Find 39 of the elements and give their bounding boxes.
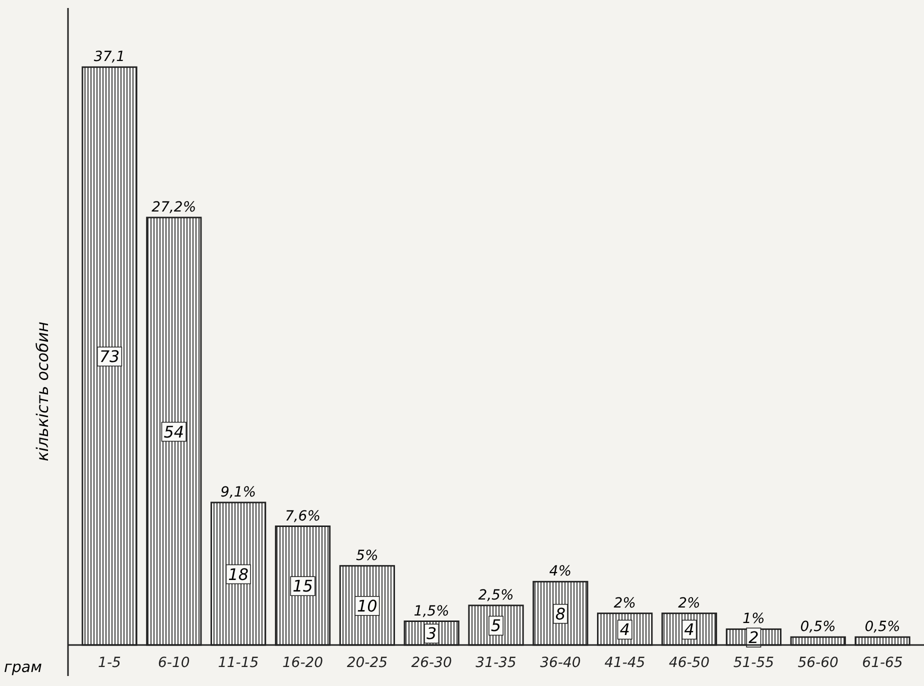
x-tick-label: 31-35 bbox=[476, 654, 516, 671]
x-tick-label: 46-50 bbox=[668, 654, 710, 671]
data-label: 5 bbox=[490, 616, 502, 636]
data-label: 73 bbox=[99, 347, 120, 366]
annotation: 2,5% bbox=[478, 587, 514, 604]
data-label: 15 bbox=[292, 576, 313, 596]
x-tick-label: 51-55 bbox=[733, 654, 774, 671]
data-label: 8 bbox=[555, 604, 566, 624]
annotation: 1% bbox=[742, 611, 765, 628]
x-tick-label: 16-20 bbox=[282, 654, 324, 671]
data-label: 4 bbox=[684, 620, 694, 640]
x-tick-label: 1-5 bbox=[98, 654, 122, 671]
annotation: 9,1% bbox=[220, 484, 256, 501]
y-axis-title: кількість особин bbox=[33, 322, 52, 462]
annotation: 2% bbox=[614, 595, 636, 612]
x-tick-label: 6-10 bbox=[158, 654, 190, 671]
annotation: 4% bbox=[549, 564, 572, 580]
x-tick-label: 11-15 bbox=[218, 654, 259, 671]
data-label: 18 bbox=[228, 564, 249, 584]
annotation: 5% bbox=[356, 548, 378, 564]
x-tick-label: 20-25 bbox=[346, 654, 388, 671]
data-label: 2 bbox=[748, 628, 759, 648]
data-label: 54 bbox=[164, 422, 184, 442]
annotation: 27,2% bbox=[152, 200, 196, 216]
annotation: 0,5% bbox=[800, 619, 836, 636]
annotation: 1,5% bbox=[414, 603, 450, 620]
x-axis-title: грам bbox=[4, 658, 42, 676]
annotation: 2% bbox=[678, 595, 700, 612]
data-label: 10 bbox=[356, 596, 378, 616]
annotation: 37,1 bbox=[94, 49, 126, 66]
x-tick-label: 61-65 bbox=[862, 654, 903, 671]
data-label: 3 bbox=[426, 624, 437, 644]
data-label: 4 bbox=[620, 620, 630, 640]
x-tick-label: 26-30 bbox=[411, 654, 452, 671]
annotation: 7,6% bbox=[284, 508, 321, 524]
x-tick-label: 41-45 bbox=[604, 654, 646, 671]
x-tick-label: 56-60 bbox=[798, 654, 839, 671]
annotation: 0,5% bbox=[864, 619, 900, 636]
x-tick-label: 36-40 bbox=[540, 654, 581, 671]
